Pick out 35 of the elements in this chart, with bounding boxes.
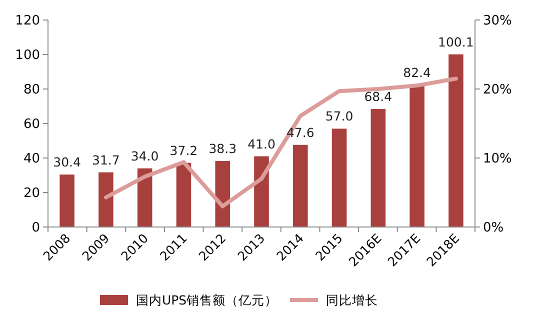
bar xyxy=(448,54,464,227)
bar xyxy=(332,128,347,227)
y2-tick-label: 30% xyxy=(483,14,512,29)
data-label: 41.0 xyxy=(248,136,276,152)
bar xyxy=(137,168,152,227)
data-label: 68.4 xyxy=(364,89,392,104)
bar xyxy=(60,174,74,227)
y-tick-label: 60 xyxy=(23,117,40,132)
bar xyxy=(370,109,386,227)
y2-tick-label: 20% xyxy=(483,82,512,98)
data-label: 82.4 xyxy=(403,64,432,80)
bar xyxy=(98,172,114,227)
data-label: 37.2 xyxy=(170,142,198,158)
bar xyxy=(215,160,230,227)
y2-tick-label: 0% xyxy=(483,220,504,236)
data-label: 34.0 xyxy=(130,148,159,164)
y-tick-label: 0 xyxy=(32,220,40,236)
y-tick-label: 40 xyxy=(23,152,40,167)
legend-label: 同比增长 xyxy=(326,292,378,308)
bar xyxy=(410,84,424,227)
data-label: 47.6 xyxy=(286,124,314,140)
y-tick-label: 20 xyxy=(23,186,40,202)
data-label: 100.1 xyxy=(438,34,474,50)
y-tick-label: 120 xyxy=(15,14,40,29)
bar xyxy=(254,156,269,227)
bar xyxy=(293,144,308,227)
y-tick-label: 100 xyxy=(15,48,40,64)
y2-tick-label: 10% xyxy=(483,152,512,167)
data-label: 31.7 xyxy=(92,152,120,168)
data-label: 57.0 xyxy=(325,108,354,124)
data-label: 38.3 xyxy=(208,140,237,156)
bar xyxy=(176,162,192,227)
legend-label: 国内UPS销售额（亿元） xyxy=(136,292,278,308)
data-label: 30.4 xyxy=(53,154,82,170)
y-tick-label: 80 xyxy=(23,82,40,98)
